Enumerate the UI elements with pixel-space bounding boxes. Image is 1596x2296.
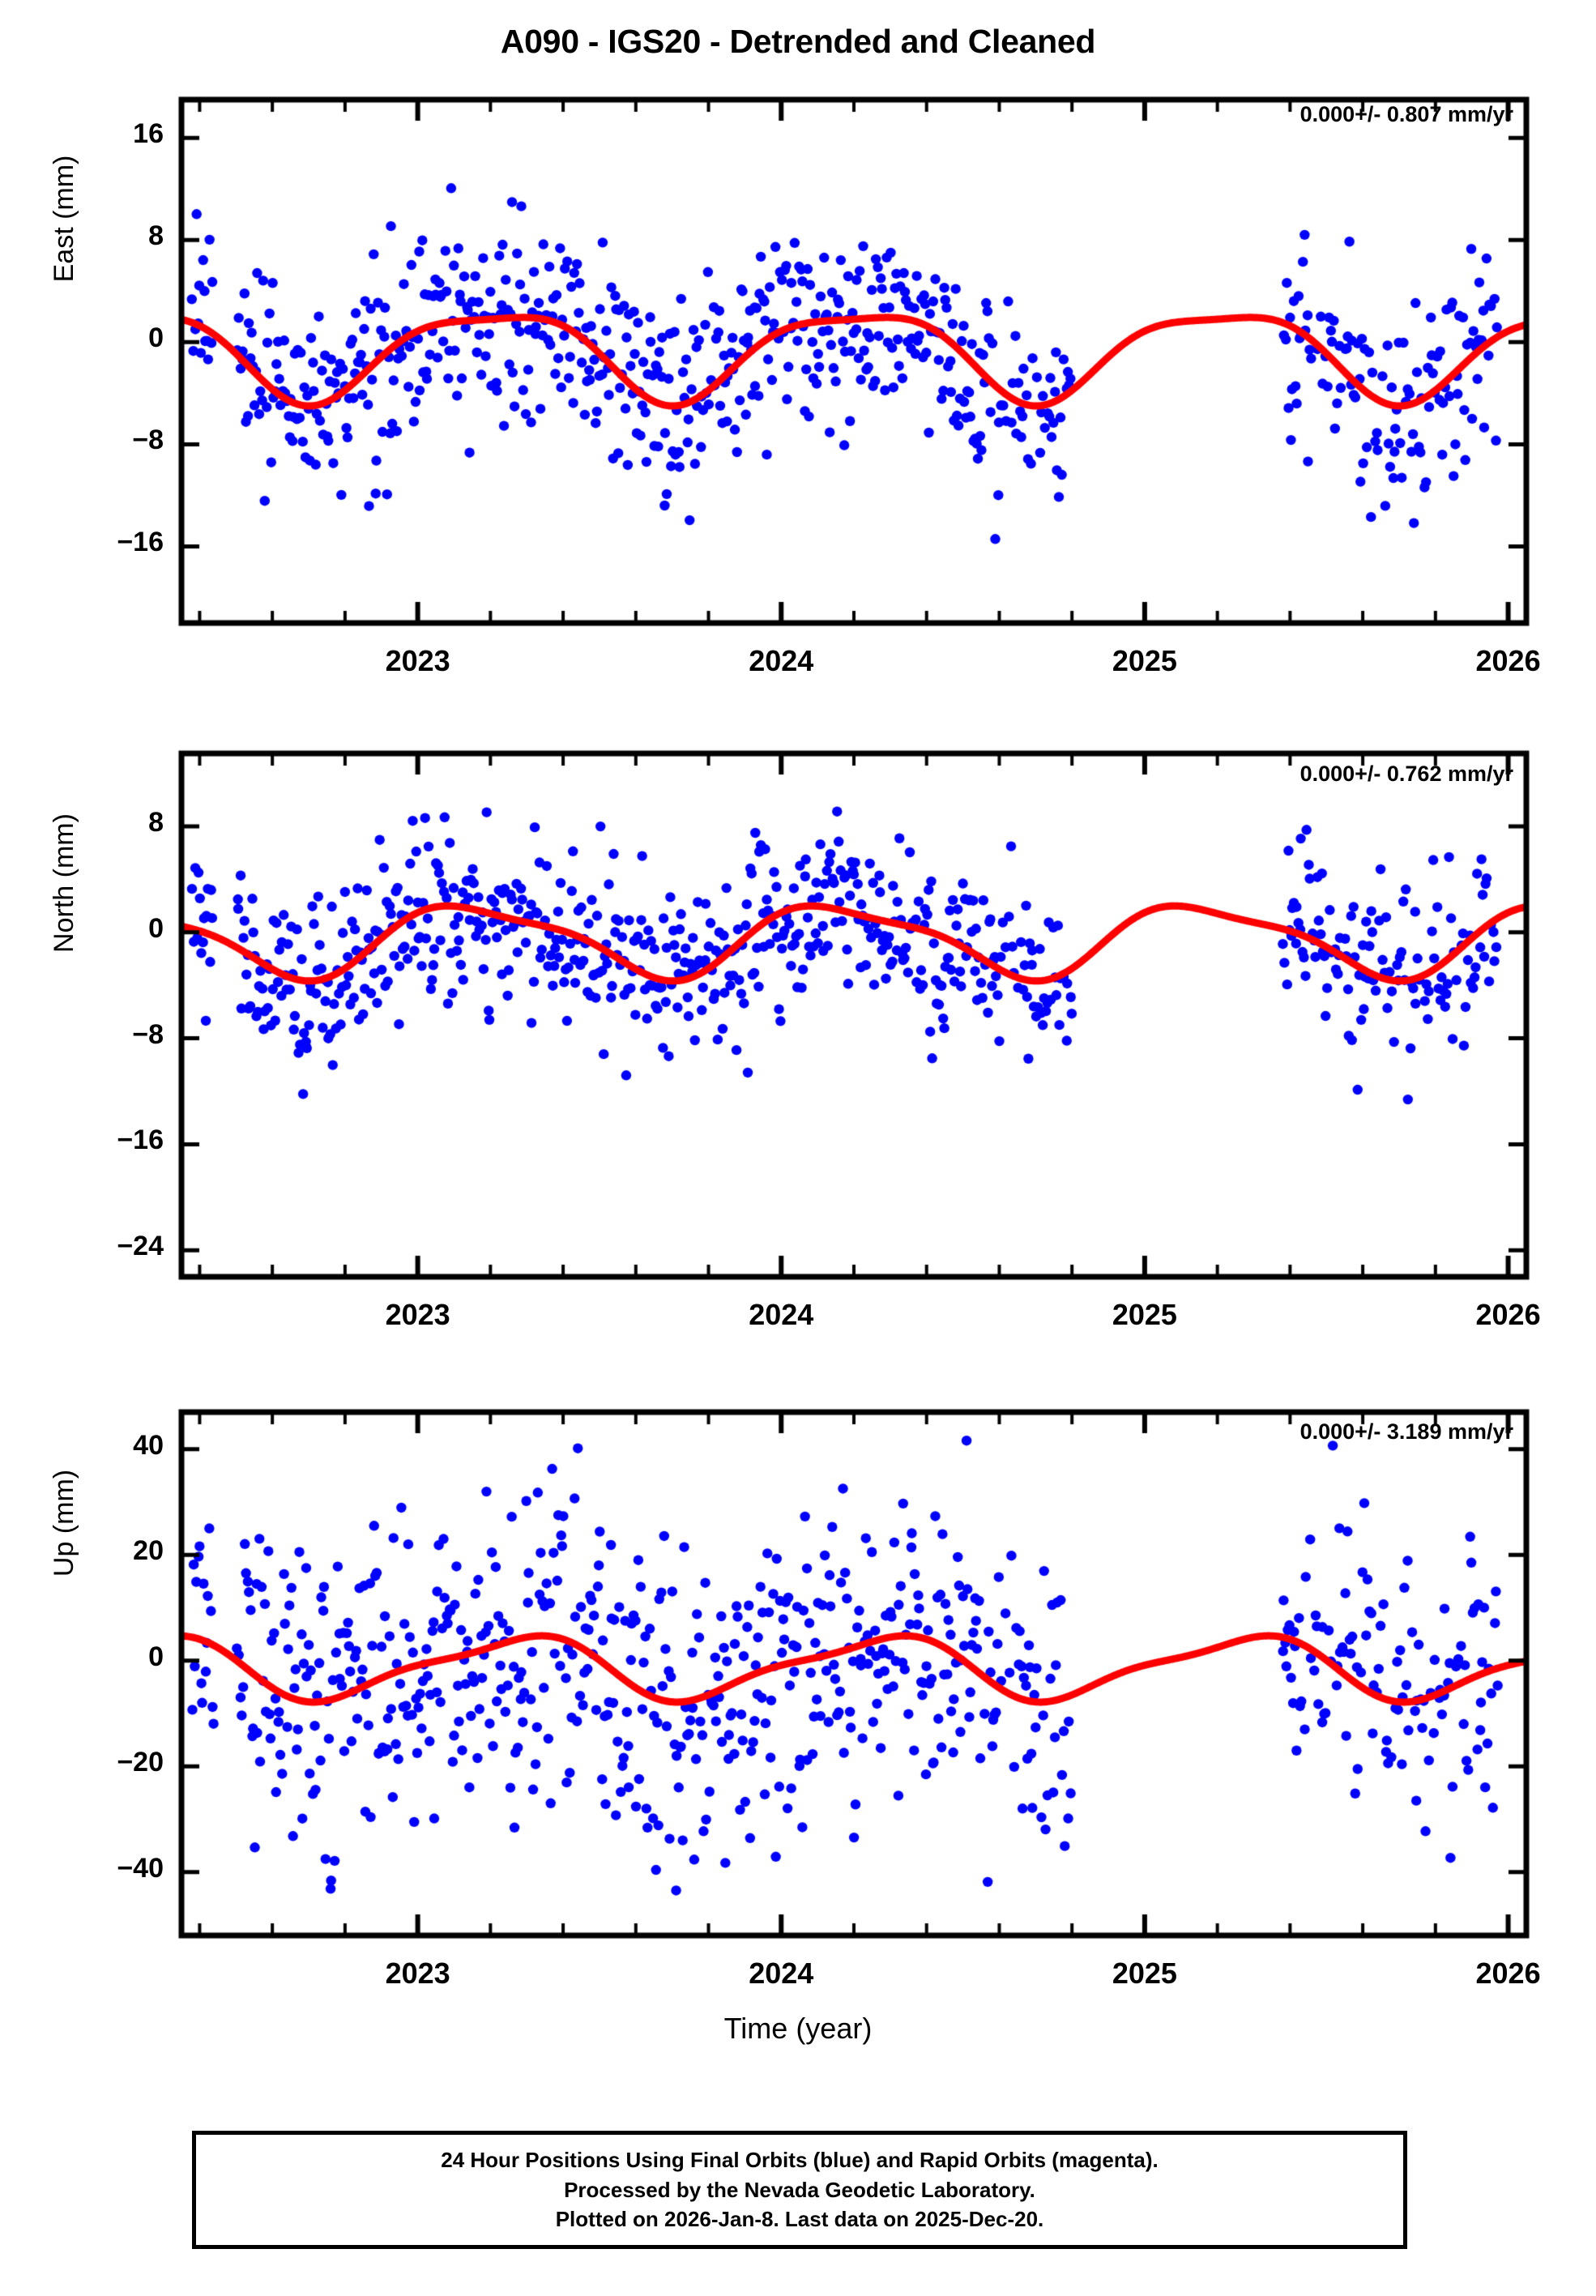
ytick-north-0: 8: [148, 806, 164, 838]
xtick-up-2: 2025: [1112, 1957, 1177, 1990]
ytick-east-3: −8: [132, 425, 164, 456]
ytick-east-2: 0: [148, 322, 164, 354]
ytick-up-1: 20: [133, 1535, 164, 1567]
time-axis-label: Time (year): [723, 2012, 873, 2045]
ytick-north-4: −24: [117, 1231, 164, 1262]
ytick-up-2: 0: [148, 1641, 164, 1672]
ytick-north-3: −16: [117, 1125, 164, 1156]
ytick-up-4: −40: [117, 1852, 164, 1884]
caption-line-2: Processed by the Nevada Geodetic Laborat…: [564, 2177, 1035, 2202]
ytick-east-1: 8: [148, 220, 164, 252]
xtick-east-2: 2025: [1112, 644, 1177, 677]
xtick-north-3: 2026: [1475, 1298, 1541, 1331]
caption-line-1: 24 Hour Positions Using Final Orbits (bl…: [441, 2147, 1159, 2172]
xtick-north-0: 2023: [385, 1298, 450, 1331]
xtick-up-1: 2024: [749, 1957, 814, 1990]
east-panel-rate-annotation: 0.000+/- 0.807 mm/yr: [1299, 102, 1513, 126]
caption-line-3: Plotted on 2026-Jan-8. Last data on 2025…: [555, 2207, 1044, 2232]
xtick-east-1: 2024: [749, 644, 814, 677]
ytick-north-2: −8: [132, 1018, 164, 1050]
xtick-east-0: 2023: [385, 644, 450, 677]
ytick-north-1: 0: [148, 912, 164, 944]
xtick-up-0: 2023: [385, 1957, 450, 1990]
caption-box: 24 Hour Positions Using Final Orbits (bl…: [192, 2131, 1407, 2249]
north-axis-label: North (mm): [49, 813, 79, 953]
north-panel-rate-annotation: 0.000+/- 0.762 mm/yr: [1299, 762, 1513, 786]
ytick-up-0: 40: [133, 1429, 164, 1461]
ytick-east-4: −16: [117, 527, 164, 558]
xtick-north-2: 2025: [1112, 1298, 1177, 1331]
xtick-north-1: 2024: [749, 1298, 814, 1331]
page-title: A090 - IGS20 - Detrended and Cleaned: [500, 23, 1096, 60]
ytick-east-0: 16: [133, 118, 164, 150]
ytick-up-3: −20: [117, 1747, 164, 1778]
xtick-up-3: 2026: [1475, 1957, 1541, 1990]
xtick-east-3: 2026: [1475, 644, 1541, 677]
up-panel-rate-annotation: 0.000+/- 3.189 mm/yr: [1299, 1419, 1513, 1444]
